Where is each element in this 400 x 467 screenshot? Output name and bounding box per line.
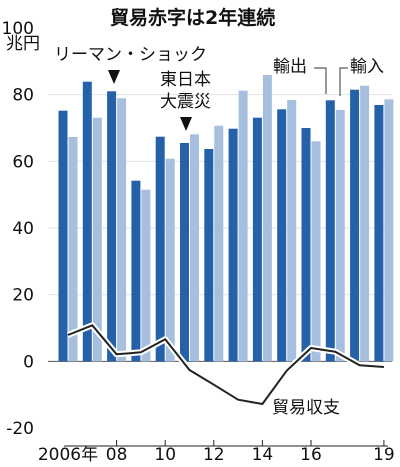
export-bar bbox=[277, 109, 287, 362]
y-tick-label: 100 bbox=[2, 19, 34, 39]
import-bar bbox=[141, 189, 151, 362]
export-bar bbox=[204, 149, 214, 362]
x-tick-label: 12 bbox=[203, 445, 225, 465]
export-bar bbox=[228, 128, 238, 362]
earthquake-annotation-line1: 東日本 bbox=[160, 70, 211, 90]
import-bar bbox=[190, 134, 199, 362]
x-tick-label: 10 bbox=[154, 445, 176, 465]
export-bar bbox=[374, 105, 384, 362]
export-bar bbox=[350, 89, 360, 362]
export-bar bbox=[131, 180, 141, 362]
export-bar bbox=[180, 143, 189, 362]
import-bar bbox=[262, 75, 272, 362]
import-bar bbox=[384, 99, 394, 362]
legend-imports-label: 輸入 bbox=[350, 57, 384, 77]
x-tick-label: 2006年 bbox=[38, 445, 98, 465]
import-bar bbox=[311, 141, 321, 362]
y-tick-label: -20 bbox=[6, 419, 34, 439]
x-tick-labels: 2006年 08 10 12 14 16 19 bbox=[38, 440, 395, 465]
balance-line bbox=[67, 324, 384, 405]
import-bar bbox=[92, 117, 102, 362]
x-tick-label: 08 bbox=[106, 445, 128, 465]
lehman-shock-annotation: リーマン・ショック bbox=[54, 45, 207, 65]
export-bar bbox=[82, 81, 92, 362]
export-bar bbox=[252, 117, 262, 362]
y-unit-label: 兆円 bbox=[6, 34, 40, 54]
legend-exports-leader bbox=[314, 67, 327, 94]
x-tick-label: 19 bbox=[373, 445, 395, 465]
export-bar bbox=[107, 91, 117, 362]
import-bar bbox=[214, 125, 224, 362]
y-tick-label: 80 bbox=[12, 86, 34, 106]
legend-imports-leader bbox=[339, 67, 348, 96]
y-tick-label: 0 bbox=[23, 352, 34, 372]
lehman-arrow-icon bbox=[108, 70, 120, 84]
y-tick-labels: 100 80 60 40 20 0 -20 bbox=[2, 19, 34, 439]
earthquake-annotation-line2: 大震災 bbox=[160, 92, 211, 112]
y-tick-label: 40 bbox=[12, 219, 34, 239]
import-bar bbox=[238, 90, 248, 362]
import-bar bbox=[360, 85, 370, 362]
export-bar bbox=[155, 136, 165, 362]
export-bar bbox=[58, 110, 68, 362]
bars bbox=[58, 75, 394, 362]
chart-title: 貿易赤字は2年連続 bbox=[110, 6, 275, 29]
import-bar bbox=[68, 137, 78, 362]
y-tick-label: 60 bbox=[12, 152, 34, 172]
y-tick-label: 20 bbox=[12, 286, 34, 306]
x-tick-label: 16 bbox=[300, 445, 322, 465]
import-bar bbox=[165, 158, 175, 362]
import-bar bbox=[117, 98, 127, 362]
import-bar bbox=[287, 100, 297, 362]
x-tick-label: 14 bbox=[252, 445, 274, 465]
export-bar bbox=[301, 128, 311, 362]
import-bar bbox=[335, 110, 345, 362]
legend-exports-label: 輸出 bbox=[273, 57, 307, 77]
export-bar bbox=[325, 100, 335, 362]
balance-line-label: 貿易収支 bbox=[272, 398, 340, 418]
earthquake-arrow-icon bbox=[180, 117, 192, 131]
